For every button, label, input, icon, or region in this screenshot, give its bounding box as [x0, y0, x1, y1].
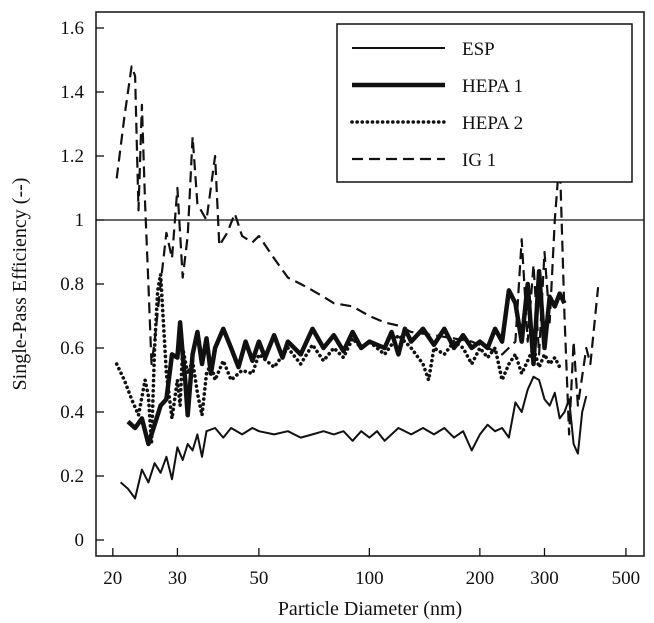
y-axis-title: Single-Pass Efficiency (--) [9, 178, 31, 391]
x-tick-label: 50 [249, 568, 268, 589]
y-tick-label: 0.6 [60, 338, 84, 359]
y-tick-label: 1.6 [60, 18, 84, 39]
x-tick-label: 100 [355, 568, 384, 589]
y-tick-label: 0 [75, 530, 85, 551]
y-tick-label: 0.8 [60, 274, 84, 295]
y-tick-label: 1.4 [60, 82, 84, 103]
x-axis-ticks: 20 30 50 100 200 300 500 [103, 548, 640, 589]
series-layer [114, 65, 600, 500]
legend-label-ig-1: IG 1 [462, 150, 496, 171]
x-axis-title: Particle Diameter (nm) [278, 598, 462, 620]
x-tick-label: 200 [466, 568, 495, 589]
series-line-hepa-1 [126, 268, 567, 447]
legend-label-hepa-2: HEPA 2 [462, 113, 523, 134]
y-axis-ticks: 0 0.2 0.4 0.6 0.8 1 1.2 1.4 1.6 [60, 18, 104, 551]
legend-label-esp: ESP [462, 39, 495, 60]
y-tick-label: 1.2 [60, 146, 84, 167]
x-tick-label: 30 [168, 568, 187, 589]
series-line-esp [119, 375, 588, 500]
x-tick-label: 300 [530, 568, 559, 589]
legend: ESP HEPA 1 HEPA 2 IG 1 [336, 23, 633, 183]
legend-entries: ESP HEPA 1 HEPA 2 IG 1 [350, 39, 523, 171]
series-line-hepa-2 [114, 272, 562, 446]
x-tick-label: 500 [612, 568, 641, 589]
x-tick-label: 20 [103, 568, 122, 589]
series-line-ig-1 [115, 65, 600, 436]
legend-box [336, 23, 633, 183]
legend-label-hepa-1: HEPA 1 [462, 76, 523, 97]
y-tick-label: 0.2 [60, 466, 84, 487]
y-tick-label: 0.4 [60, 402, 84, 423]
y-tick-label: 1 [75, 210, 85, 231]
